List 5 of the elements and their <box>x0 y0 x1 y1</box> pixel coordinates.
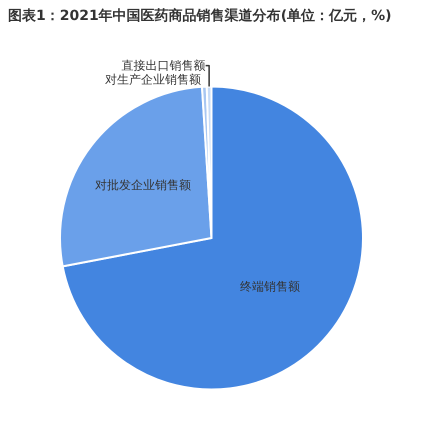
chart-title: 图表1：2021年中国医药商品销售渠道分布(单位：亿元，%) <box>8 6 393 26</box>
slice-label: 终端销售额 <box>240 279 300 294</box>
slice-label: 直接出口销售额 <box>122 58 206 73</box>
slice-label: 对批发企业销售额 <box>95 178 192 192</box>
slice-label: 对生产企业销售额 <box>104 72 201 87</box>
